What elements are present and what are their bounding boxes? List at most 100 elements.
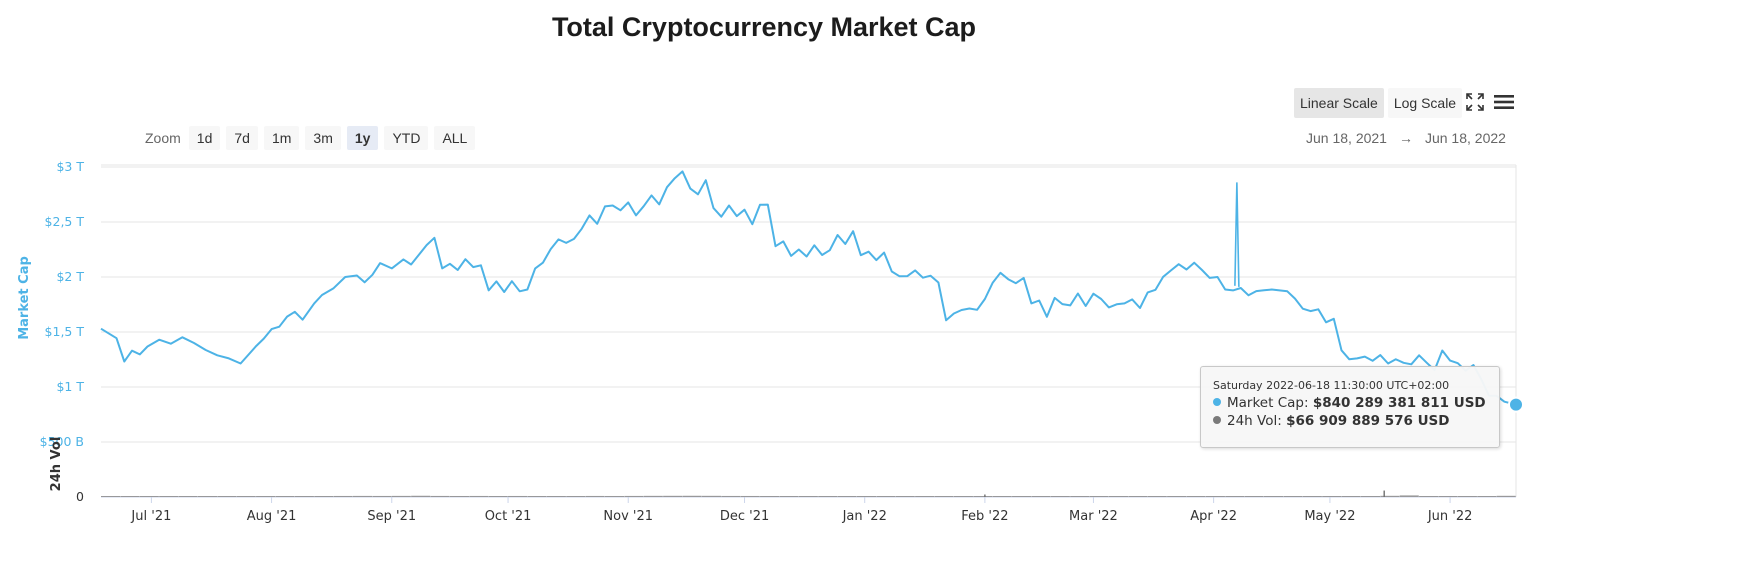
volume-bar <box>740 495 760 497</box>
volume-bar <box>391 495 411 497</box>
volume-bar <box>1322 496 1342 497</box>
volume-bar <box>779 496 799 497</box>
y-tick-label: $1,5 T <box>45 324 85 339</box>
volume-bar <box>469 495 489 497</box>
volume-bar <box>760 496 780 497</box>
x-tick-label: Jun '22 <box>1427 509 1473 524</box>
volume-bar <box>1283 496 1303 497</box>
y-tick-label: $2 T <box>56 269 84 284</box>
volume-bar <box>294 496 314 497</box>
volume-bar <box>159 496 179 497</box>
volume-bar <box>178 496 198 497</box>
volume-bar <box>1244 496 1264 497</box>
volume-bar <box>1089 496 1109 497</box>
volume-bar <box>682 495 702 497</box>
volume-bar <box>643 495 663 497</box>
volume-bar <box>856 496 877 497</box>
volume-bar <box>624 495 644 497</box>
range-to[interactable]: Jun 18, 2022 <box>1424 130 1506 146</box>
zoom-all-button[interactable]: ALL <box>434 126 476 150</box>
x-tick-label: Mar '22 <box>1069 509 1118 524</box>
tooltip-vol-label: 24h Vol: <box>1227 413 1282 429</box>
expand-icon[interactable] <box>1462 90 1488 114</box>
cap-dot-icon <box>1213 398 1221 406</box>
volume-bar <box>275 496 295 497</box>
volume-bar <box>934 496 954 497</box>
zoom-selector: Zoom 1d 7d 1m 3m 1y YTD ALL <box>145 126 476 150</box>
volume-bar <box>1264 496 1284 497</box>
volume-bar <box>798 496 818 497</box>
zoom-label: Zoom <box>145 130 181 146</box>
volume-bar <box>701 495 721 497</box>
volume-bar <box>1380 495 1400 497</box>
y-tick-label: $3 T <box>56 159 84 174</box>
volume-bar <box>1341 496 1361 497</box>
volume-bar <box>333 495 353 497</box>
x-tick-label: Feb '22 <box>961 509 1008 524</box>
volume-bar <box>876 496 896 497</box>
volume-bar <box>895 496 915 497</box>
chart-title: Total Cryptocurrency Market Cap <box>551 12 977 42</box>
zoom-1y-button[interactable]: 1y <box>346 126 379 150</box>
volume-bar <box>1457 496 1477 497</box>
volume-bar <box>411 495 431 497</box>
volume-bar <box>1360 496 1381 497</box>
zoom-7d-button[interactable]: 7d <box>226 126 258 150</box>
hover-point-marker <box>1508 396 1524 413</box>
volume-bar <box>236 496 256 497</box>
y-tick-label: $500 B <box>40 434 84 449</box>
volume-bar <box>1205 496 1225 497</box>
volume-bar <box>1147 496 1167 497</box>
zoom-1d-button[interactable]: 1d <box>188 126 221 150</box>
x-tick-label: Dec '21 <box>720 509 769 524</box>
volume-bar <box>1128 496 1148 497</box>
volume-bar <box>1186 496 1206 497</box>
volume-bar <box>1496 495 1516 497</box>
volume-bar <box>837 496 857 497</box>
volume-bar <box>604 495 625 497</box>
x-tick-label: Jan '22 <box>842 509 887 524</box>
volume-bar <box>663 495 683 497</box>
volume-bar <box>314 496 334 497</box>
volume-bar <box>721 495 741 497</box>
tooltip-cap-label: Market Cap: <box>1227 395 1309 411</box>
volume-bar <box>546 496 566 497</box>
volume-bar <box>139 496 159 497</box>
volume-bar <box>1225 496 1245 497</box>
y-tick-label: $1 T <box>56 379 84 394</box>
tooltip-cap-row: Market Cap: $840 289 381 811 USD <box>1213 395 1486 411</box>
x-tick-label: Nov '21 <box>603 509 653 524</box>
volume-bar <box>1399 495 1419 497</box>
volume-bar <box>488 496 508 497</box>
tooltip: Saturday 2022-06-18 11:30:00 UTC+02:00 M… <box>1200 366 1500 448</box>
zoom-3m-button[interactable]: 3m <box>305 126 341 150</box>
volume-bar <box>508 495 528 497</box>
range-from[interactable]: Jun 18, 2021 <box>1306 130 1387 146</box>
scale-toggle: Linear Scale Log Scale <box>1294 88 1463 118</box>
tooltip-vol-row: 24h Vol: $66 909 889 576 USD <box>1213 413 1450 429</box>
volume-bar <box>1477 496 1497 497</box>
vol-tick-label: 0 <box>76 489 84 504</box>
volume-bar <box>1419 496 1439 497</box>
volume-bar <box>973 496 993 497</box>
volume-bar <box>1031 496 1051 497</box>
linear-scale-button[interactable]: Linear Scale <box>1294 88 1384 118</box>
volume-bar <box>120 496 140 497</box>
volume-bar <box>953 496 973 497</box>
log-scale-button[interactable]: Log Scale <box>1387 88 1463 118</box>
x-tick-label: Apr '22 <box>1190 509 1237 524</box>
volume-bar <box>566 496 586 497</box>
hamburger-icon[interactable] <box>1491 90 1517 114</box>
market-cap-spike <box>1234 182 1240 287</box>
volume-bar <box>527 496 547 497</box>
vol-axis-title: 24h Vol <box>49 437 64 492</box>
zoom-1m-button[interactable]: 1m <box>263 126 300 150</box>
x-tick-label: Oct '21 <box>485 509 532 524</box>
volume-bar <box>1108 496 1129 497</box>
y-tick-label: $2,5 T <box>45 214 85 229</box>
x-tick-label: Aug '21 <box>247 509 297 524</box>
volume-bar <box>1012 496 1032 497</box>
volume-bar <box>217 496 237 497</box>
zoom-ytd-button[interactable]: YTD <box>384 126 429 150</box>
